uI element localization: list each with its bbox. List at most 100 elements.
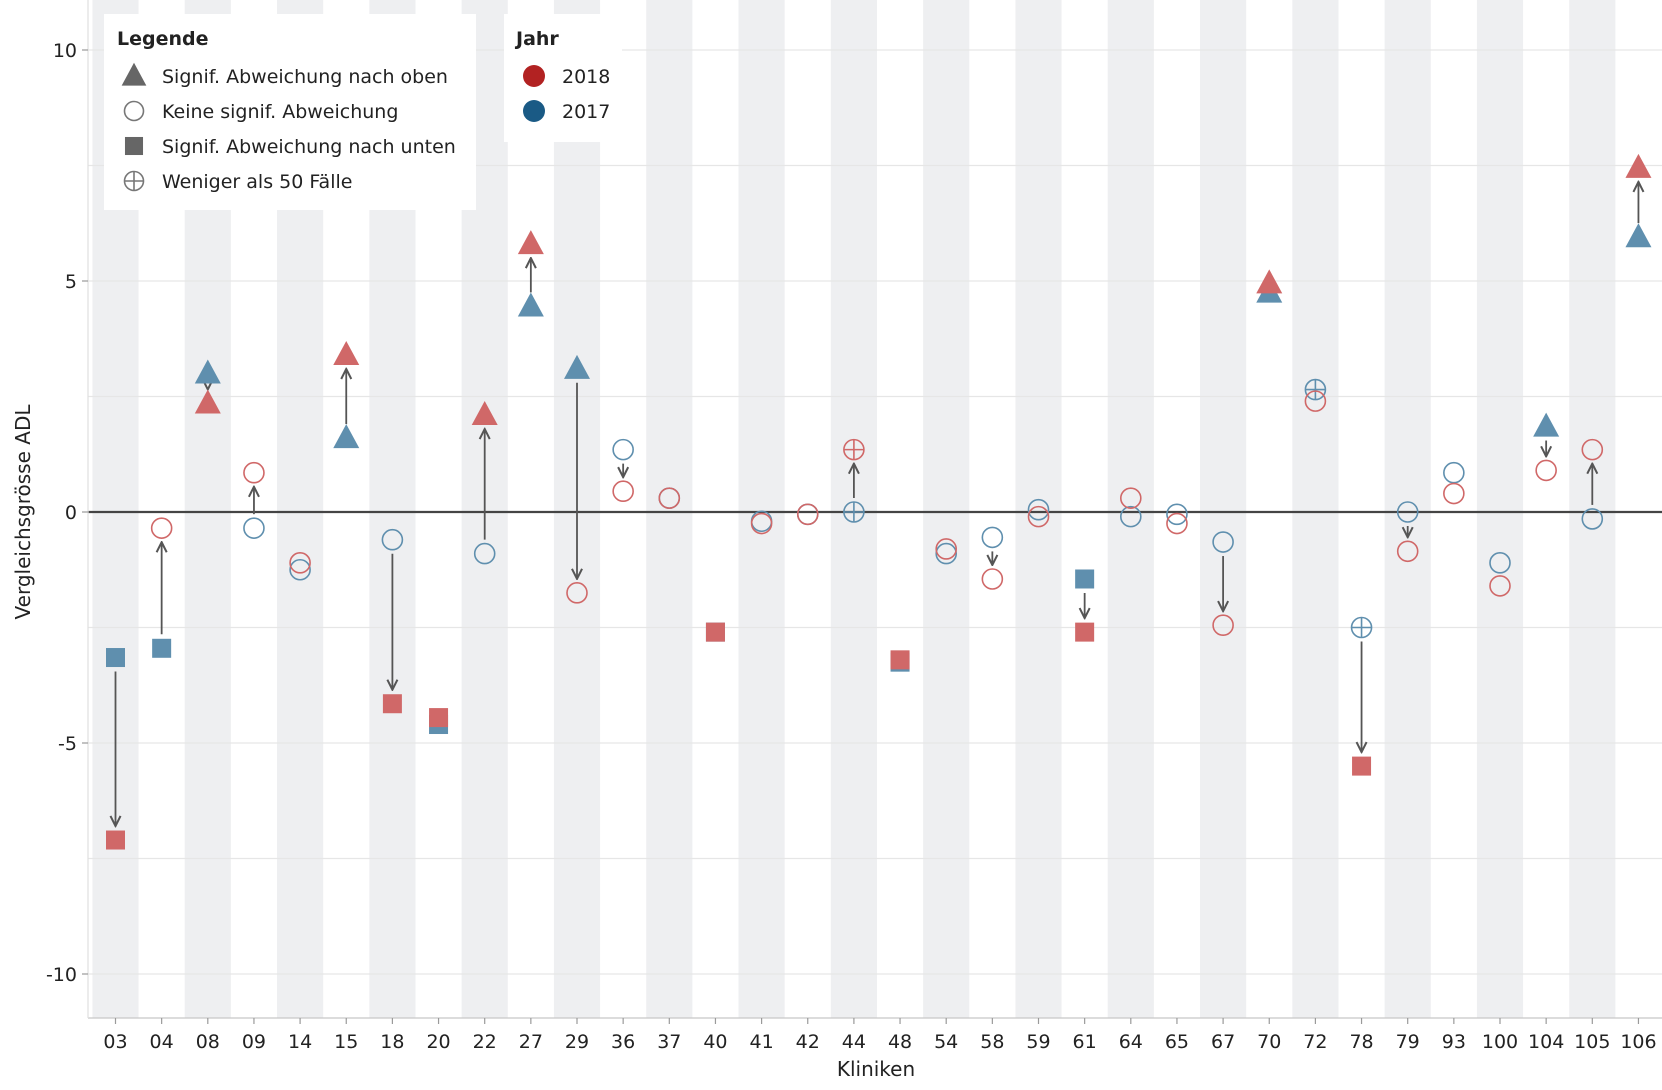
point-2018-circle xyxy=(750,512,773,535)
legend-shapes: Legende Signif. Abweichung nach oben Kein… xyxy=(104,14,476,210)
point-2017-square xyxy=(152,638,172,658)
x-tick-label: 70 xyxy=(1257,1031,1281,1053)
legend-marker-triangle xyxy=(121,62,147,86)
x-tick-label: 78 xyxy=(1349,1031,1373,1053)
x-tick-label: 93 xyxy=(1442,1031,1466,1053)
point-2018-circle xyxy=(1166,512,1188,535)
column-band xyxy=(923,0,970,1018)
column-band xyxy=(1107,0,1154,1018)
y-tick-label: 10 xyxy=(53,40,77,62)
point-2017-circle xyxy=(289,558,311,581)
point-2017-circle xyxy=(935,542,958,565)
x-tick-label: 04 xyxy=(150,1031,174,1053)
point-2017-circle xyxy=(612,438,634,461)
x-axis-ticks: 03 04 08 09 14 15 18 20 22 27 29 36 37 40 41 42 44 48 54 58… xyxy=(103,1018,1657,1053)
legend-year-dot xyxy=(523,100,545,122)
y-tick-label: 0 xyxy=(65,502,77,524)
point-2017-square xyxy=(1075,569,1095,589)
point-2017-triangle xyxy=(194,359,221,384)
point-2017-circle xyxy=(1396,501,1419,523)
point-2018-triangle xyxy=(194,389,221,414)
x-tick-label: 37 xyxy=(657,1031,681,1053)
legend-marker-square xyxy=(124,136,144,156)
point-2017-circle xyxy=(1166,503,1188,526)
point-2017-circle xyxy=(981,526,1004,549)
point-2018-square xyxy=(890,650,910,670)
x-tick-label: 03 xyxy=(103,1031,127,1053)
point-2018-circle xyxy=(1212,614,1234,636)
x-tick-label: 20 xyxy=(426,1031,450,1053)
x-tick-label: 22 xyxy=(473,1031,497,1053)
point-2018-square xyxy=(1352,756,1372,776)
point-2018-circle xyxy=(612,480,634,503)
point-2018-circle xyxy=(935,538,958,560)
legend-marker-crossed-circle xyxy=(123,170,145,192)
point-2017-crossed-circle xyxy=(843,501,865,523)
x-tick-label: 14 xyxy=(288,1031,312,1053)
legend-year-label: 2017 xyxy=(562,101,610,123)
point-2018-triangle xyxy=(1625,153,1652,178)
legend-years-title: Jahr xyxy=(514,28,559,50)
x-axis-title: Kliniken xyxy=(837,1057,915,1081)
x-tick-label: 40 xyxy=(703,1031,727,1053)
x-tick-label: 65 xyxy=(1165,1031,1189,1053)
x-tick-label: 18 xyxy=(380,1031,404,1053)
x-tick-label: 106 xyxy=(1620,1031,1656,1053)
y-tick-label: 5 xyxy=(65,271,77,293)
point-2017-circle xyxy=(381,528,404,551)
x-tick-label: 104 xyxy=(1528,1031,1564,1053)
legend-shape-label: Signif. Abweichung nach oben xyxy=(162,66,448,88)
series-2018 xyxy=(106,153,1652,850)
point-2018-triangle xyxy=(1256,269,1283,294)
point-2017-circle xyxy=(1212,531,1234,553)
y-axis-title: Vergleichsgrösse ADL xyxy=(11,404,35,620)
x-tick-label: 79 xyxy=(1396,1031,1420,1053)
point-2017-circle xyxy=(473,542,496,565)
y-tick-label: -5 xyxy=(58,733,77,755)
point-2018-circle xyxy=(658,487,681,509)
x-tick-label: 61 xyxy=(1073,1031,1097,1053)
point-2017-circle xyxy=(243,517,265,539)
point-2018-circle xyxy=(289,552,311,574)
point-2017-triangle xyxy=(1625,223,1652,248)
x-tick-label: 59 xyxy=(1026,1031,1050,1053)
legend-shape-label: Signif. Abweichung nach unten xyxy=(162,136,456,158)
point-2017-crossed-circle xyxy=(1350,616,1373,639)
column-band xyxy=(646,0,693,1018)
legend-shape-label: Keine signif. Abweichung xyxy=(162,101,398,123)
point-2018-square xyxy=(705,622,725,642)
point-2018-circle xyxy=(150,517,173,539)
legend-shapes-box xyxy=(104,14,476,210)
point-2017-triangle xyxy=(564,354,590,379)
x-tick-label: 105 xyxy=(1574,1031,1610,1053)
y-axis-ticks: 10 5 0 -5 -10 xyxy=(46,40,88,986)
point-2018-circle xyxy=(796,503,819,526)
column-band xyxy=(1476,0,1524,1018)
x-tick-label: 41 xyxy=(750,1031,774,1053)
legend-marker-circle xyxy=(123,100,145,122)
point-2018-triangle xyxy=(471,401,498,426)
legend-year-dot xyxy=(523,65,545,87)
point-2018-square xyxy=(1075,622,1095,642)
column-band xyxy=(1015,0,1062,1018)
y-tick-label: -10 xyxy=(46,964,77,986)
legend-years: Jahr 2018 2017 xyxy=(504,14,622,142)
point-2017-square xyxy=(106,648,125,668)
change-arrows xyxy=(116,182,1639,826)
point-2018-circle xyxy=(1120,487,1142,509)
point-2017-circle xyxy=(1027,498,1050,521)
x-tick-label: 64 xyxy=(1119,1031,1143,1053)
gridlines xyxy=(87,0,1662,1019)
point-2018-circle xyxy=(1489,575,1511,597)
point-2018-triangle xyxy=(333,341,360,365)
point-2018-circle xyxy=(243,461,265,484)
point-2017-circle xyxy=(1581,508,1604,530)
x-tick-label: 100 xyxy=(1482,1031,1518,1053)
x-tick-label: 08 xyxy=(196,1031,220,1053)
point-2017-circle xyxy=(1120,505,1142,528)
point-2017-triangle xyxy=(1533,412,1560,437)
legend-year-label: 2018 xyxy=(562,66,610,88)
legend-shapes-title: Legende xyxy=(117,28,209,50)
